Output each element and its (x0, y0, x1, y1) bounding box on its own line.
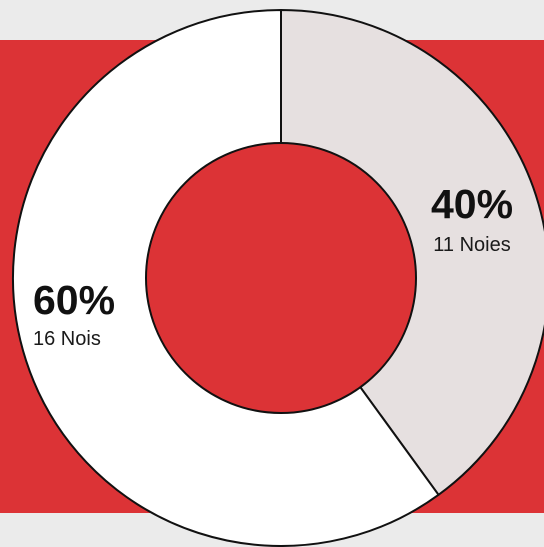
slice-1-count-label: 11 Noies (433, 234, 510, 256)
donut-hole (145, 142, 417, 414)
slice-0-percent-label: 60% (33, 277, 115, 323)
slice-0-count-label: 16 Nois (33, 328, 101, 350)
slice-1-percent-label: 40% (431, 181, 513, 227)
